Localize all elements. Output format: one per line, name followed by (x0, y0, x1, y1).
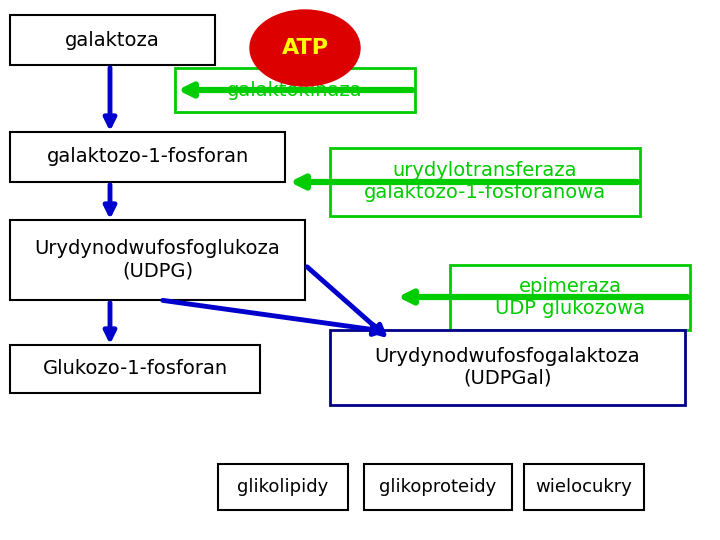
Text: galaktokinaza: galaktokinaza (228, 80, 363, 99)
Text: glikolipidy: glikolipidy (238, 478, 328, 496)
FancyBboxPatch shape (10, 15, 215, 65)
FancyBboxPatch shape (330, 148, 640, 216)
FancyBboxPatch shape (175, 68, 415, 112)
FancyBboxPatch shape (330, 330, 685, 405)
FancyBboxPatch shape (218, 464, 348, 510)
Text: galaktoza: galaktoza (65, 30, 160, 50)
FancyBboxPatch shape (524, 464, 644, 510)
FancyBboxPatch shape (364, 464, 512, 510)
Text: Glukozo-1-fosforan: Glukozo-1-fosforan (42, 360, 228, 379)
Ellipse shape (250, 10, 360, 86)
Text: Urydynodwufosfogalaktoza
(UDPGal): Urydynodwufosfogalaktoza (UDPGal) (374, 347, 640, 388)
Text: galaktozo-1-fosforan: galaktozo-1-fosforan (46, 147, 248, 166)
Text: ATP: ATP (282, 38, 328, 58)
Text: Urydynodwufosfoglukoza
(UDPG): Urydynodwufosfoglukoza (UDPG) (35, 240, 280, 280)
FancyBboxPatch shape (450, 265, 690, 330)
Text: wielocukry: wielocukry (536, 478, 632, 496)
FancyBboxPatch shape (10, 345, 260, 393)
Text: epimeraza
UDP glukozowa: epimeraza UDP glukozowa (495, 277, 645, 318)
FancyBboxPatch shape (10, 220, 305, 300)
FancyBboxPatch shape (10, 132, 285, 182)
Text: glikoproteidy: glikoproteidy (379, 478, 497, 496)
Text: urydylotransferaza
galaktozo-1-fosforanowa: urydylotransferaza galaktozo-1-fosforano… (364, 161, 606, 202)
